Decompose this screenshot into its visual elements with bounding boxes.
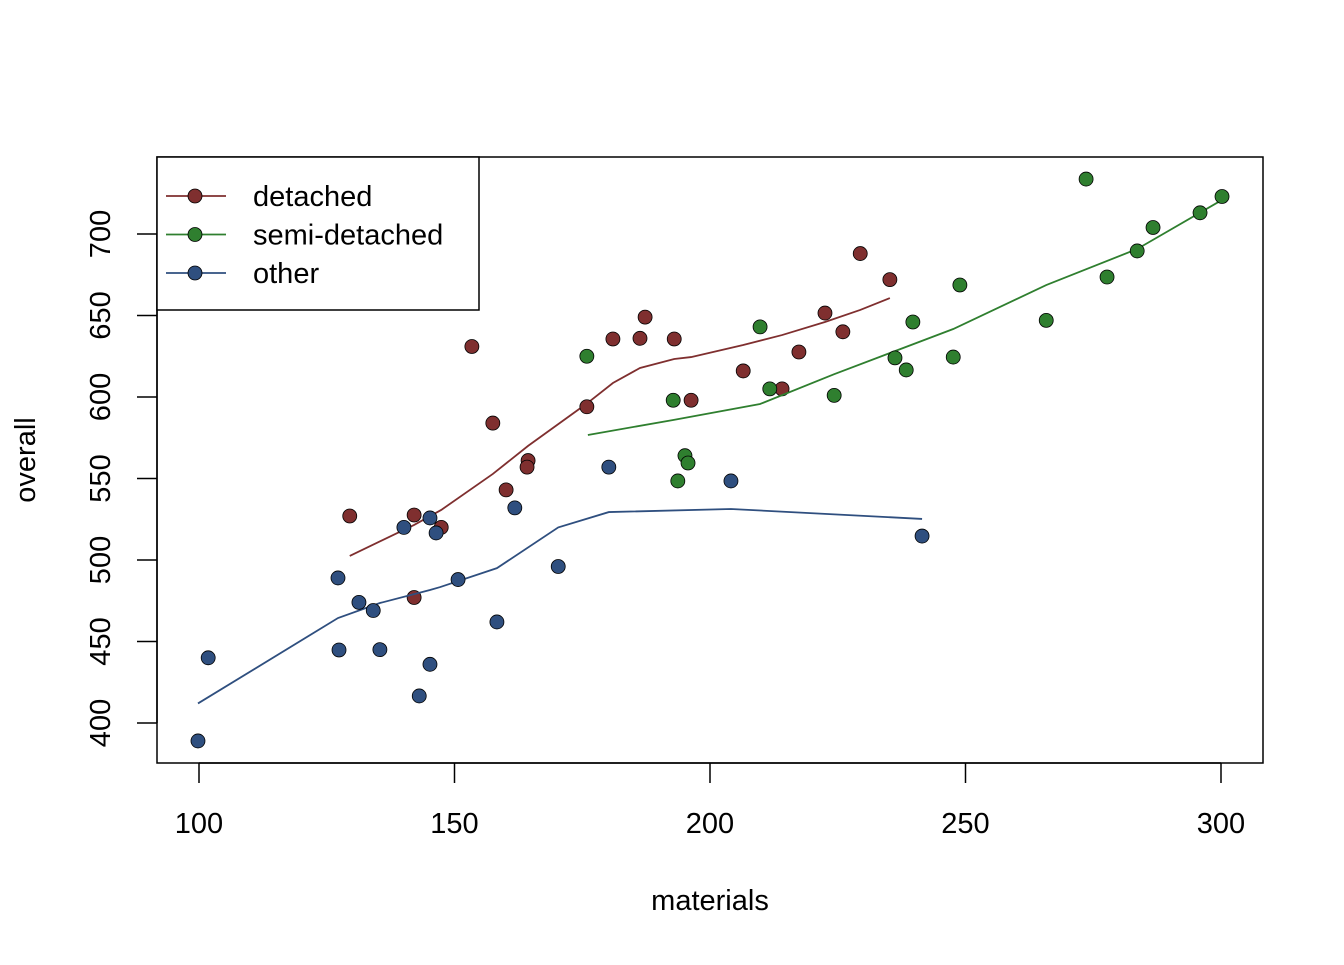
point-detached xyxy=(637,309,653,325)
point-detached xyxy=(666,331,682,347)
smooth-line-detached xyxy=(349,297,891,557)
legend-marker-detached xyxy=(187,188,203,204)
point-semi-detached xyxy=(670,473,686,489)
point-semi-detached xyxy=(752,319,768,335)
legend-label-other: other xyxy=(253,258,319,290)
point-detached xyxy=(852,246,868,261)
point-other xyxy=(365,603,381,618)
point-detached xyxy=(882,272,898,288)
point-detached xyxy=(464,339,480,354)
y-tick-label: 600 xyxy=(85,373,117,421)
point-detached xyxy=(342,508,358,524)
x-tick-label: 250 xyxy=(941,808,989,840)
y-tick-label: 650 xyxy=(85,291,117,339)
point-other xyxy=(331,642,347,658)
point-other xyxy=(351,594,367,610)
legend-marker-other xyxy=(187,265,203,281)
point-other xyxy=(450,572,466,587)
point-semi-detached xyxy=(898,362,914,378)
point-semi-detached xyxy=(952,277,968,293)
point-semi-detached xyxy=(1078,171,1094,187)
point-other xyxy=(489,614,505,630)
x-axis-title: materials xyxy=(651,885,769,917)
legend-marker-semi-detached xyxy=(187,227,203,242)
point-other xyxy=(507,500,523,516)
point-other xyxy=(396,520,412,535)
y-tick-label: 450 xyxy=(85,617,117,665)
y-tick-label: 700 xyxy=(85,210,117,258)
point-semi-detached xyxy=(887,350,903,366)
y-axis-title: overall xyxy=(10,417,42,502)
point-other xyxy=(190,733,206,749)
point-semi-detached xyxy=(945,349,961,365)
point-semi-detached xyxy=(762,381,778,397)
smooth-line-semi-detached xyxy=(587,199,1223,436)
legend-label-semi-detached: semi-detached xyxy=(253,220,443,252)
legend-label-detached: detached xyxy=(253,181,372,213)
axes: 100 150 200 250 300 400 450 500 550 600 650 700 xyxy=(85,210,1245,840)
point-detached xyxy=(683,392,699,408)
x-tick-label: 300 xyxy=(1197,808,1245,840)
legend-box xyxy=(156,156,480,311)
point-other xyxy=(428,525,444,541)
point-detached xyxy=(605,331,621,347)
y-tick-label: 400 xyxy=(85,699,117,747)
point-detached xyxy=(835,324,851,340)
point-other xyxy=(723,473,739,489)
point-semi-detached xyxy=(826,387,842,403)
point-semi-detached xyxy=(665,392,681,408)
legend: detached semi-detached other xyxy=(156,156,480,311)
point-semi-detached xyxy=(1192,205,1208,221)
x-tick-label: 200 xyxy=(686,808,734,840)
point-other xyxy=(200,650,216,666)
point-detached xyxy=(735,363,751,379)
point-semi-detached xyxy=(1214,189,1230,204)
point-detached xyxy=(791,344,807,360)
point-detached xyxy=(519,459,535,475)
point-semi-detached xyxy=(1145,220,1161,235)
point-semi-detached xyxy=(1099,269,1115,285)
point-detached xyxy=(632,330,648,346)
point-other xyxy=(372,642,388,658)
point-detached xyxy=(485,415,501,431)
point-other xyxy=(601,459,617,475)
y-tick-label: 500 xyxy=(85,536,117,584)
point-detached xyxy=(406,507,422,523)
y-tick-label: 550 xyxy=(85,454,117,502)
plot-area xyxy=(190,171,1230,749)
x-tick-label: 100 xyxy=(175,808,223,840)
x-tick-label: 150 xyxy=(430,808,478,840)
point-other xyxy=(914,528,930,544)
point-semi-detached xyxy=(1038,312,1054,328)
point-other xyxy=(411,688,427,704)
point-other xyxy=(422,656,438,672)
point-semi-detached xyxy=(579,348,595,364)
point-detached xyxy=(817,305,833,321)
point-semi-detached xyxy=(680,455,696,471)
point-other xyxy=(550,559,566,574)
smooth-line-other xyxy=(197,508,923,705)
point-semi-detached xyxy=(905,314,921,330)
point-other xyxy=(330,570,346,586)
point-detached xyxy=(498,482,514,498)
point-other xyxy=(422,510,438,526)
point-detached xyxy=(579,399,595,415)
point-semi-detached xyxy=(1129,243,1145,259)
